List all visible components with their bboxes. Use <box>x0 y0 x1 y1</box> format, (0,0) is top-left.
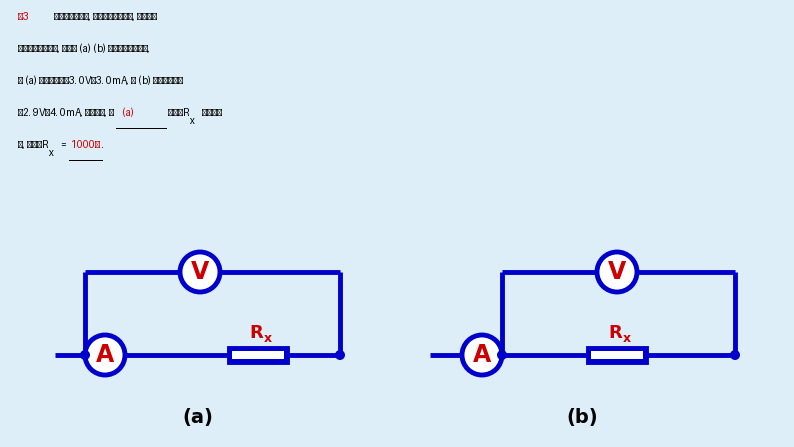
Text: V: V <box>191 260 209 284</box>
Bar <box>588 348 646 362</box>
Circle shape <box>335 350 345 360</box>
Text: V: V <box>608 260 626 284</box>
Bar <box>229 348 287 362</box>
Circle shape <box>597 252 637 292</box>
Circle shape <box>462 335 502 375</box>
Text: R: R <box>249 324 263 342</box>
Circle shape <box>85 335 125 375</box>
Text: A: A <box>96 343 114 367</box>
Text: (b): (b) <box>567 408 599 427</box>
Text: R: R <box>608 324 622 342</box>
Circle shape <box>180 252 220 292</box>
Bar <box>591 351 643 359</box>
Circle shape <box>497 350 507 360</box>
Text: x: x <box>623 332 631 345</box>
Text: x: x <box>264 332 272 345</box>
Circle shape <box>730 350 740 360</box>
Bar <box>232 351 284 359</box>
Circle shape <box>80 350 90 360</box>
Text: A: A <box>473 343 491 367</box>
Text: (a): (a) <box>182 408 213 427</box>
